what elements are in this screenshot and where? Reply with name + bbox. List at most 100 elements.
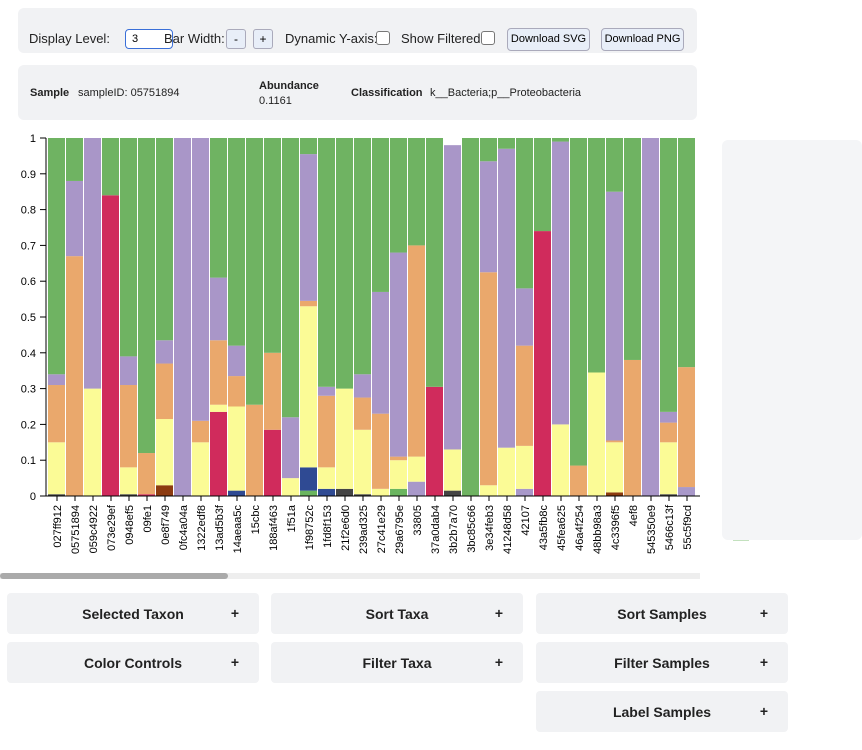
bar-segment[interactable] [678, 367, 695, 488]
button[interactable]: + [253, 29, 273, 49]
level-select[interactable]: 3 [125, 29, 173, 49]
bar-segment[interactable] [282, 138, 299, 418]
bar-segment[interactable] [264, 429, 281, 496]
bar-segment[interactable] [660, 494, 677, 496]
bar-segment[interactable] [498, 447, 515, 496]
bar-segment[interactable] [642, 138, 659, 496]
bar-segment[interactable] [192, 420, 209, 443]
bar-segment[interactable] [660, 422, 677, 443]
bar-segment[interactable] [156, 363, 173, 420]
bar-segment[interactable] [300, 138, 317, 155]
bar-segment[interactable] [372, 291, 389, 414]
bar-segment[interactable] [516, 288, 533, 346]
bar-segment[interactable] [678, 487, 695, 496]
bar-segment[interactable] [516, 345, 533, 446]
bar-segment[interactable] [210, 138, 227, 278]
bar-segment[interactable] [354, 494, 371, 496]
bar-segment[interactable] [336, 138, 353, 389]
bar-segment[interactable] [426, 386, 443, 496]
bar-segment[interactable] [228, 490, 245, 496]
bar-segment[interactable] [498, 138, 515, 149]
bar-segment[interactable] [480, 272, 497, 486]
bar-segment[interactable] [660, 411, 677, 423]
bar-segment[interactable] [102, 195, 119, 496]
bar-segment[interactable] [318, 395, 335, 468]
bar-segment[interactable] [102, 138, 119, 196]
bar-segment[interactable] [174, 138, 191, 496]
bar-segment[interactable] [516, 445, 533, 489]
bar-segment[interactable] [534, 138, 551, 232]
accordion-panel[interactable]: Label Samples + [536, 691, 788, 732]
bar-segment[interactable] [120, 385, 137, 468]
bar-segment[interactable] [300, 490, 317, 496]
bar-segment[interactable] [156, 419, 173, 486]
bar-segment[interactable] [390, 488, 407, 496]
bar-segment[interactable] [516, 488, 533, 496]
bar-segment[interactable] [264, 138, 281, 353]
bar-segment[interactable] [426, 138, 443, 387]
accordion-panel[interactable]: Sort Taxa + [271, 593, 523, 634]
bar-segment[interactable] [606, 492, 623, 496]
bar-segment[interactable] [390, 456, 407, 461]
bar-segment[interactable] [138, 494, 155, 496]
bar-segment[interactable] [282, 417, 299, 479]
button[interactable]: - [226, 29, 246, 49]
bar-segment[interactable] [66, 138, 83, 181]
bar-segment[interactable] [606, 138, 623, 192]
bar-segment[interactable] [408, 245, 425, 457]
bar-segment[interactable] [318, 386, 335, 396]
bar-segment[interactable] [624, 359, 641, 496]
bar-segment[interactable] [588, 372, 605, 496]
bar-segment[interactable] [48, 494, 65, 496]
bar-segment[interactable] [372, 488, 389, 496]
bar-segment[interactable] [570, 465, 587, 496]
accordion-panel[interactable]: Selected Taxon + [7, 593, 259, 634]
bar-segment[interactable] [408, 138, 425, 246]
bar-segment[interactable] [48, 385, 65, 443]
bar-segment[interactable] [120, 356, 137, 386]
accordion-panel[interactable]: Filter Taxa + [271, 642, 523, 683]
bar-segment[interactable] [264, 352, 281, 430]
bar-segment[interactable] [120, 494, 137, 496]
bar-segment[interactable] [66, 180, 83, 257]
bar-segment[interactable] [372, 138, 389, 292]
bar-segment[interactable] [588, 138, 605, 373]
bar-segment[interactable] [390, 138, 407, 253]
bar-segment[interactable] [246, 138, 263, 405]
scroll-thumb[interactable] [0, 573, 228, 579]
bar-segment[interactable] [138, 138, 155, 454]
bar-segment[interactable] [156, 485, 173, 496]
bar-segment[interactable] [552, 424, 569, 496]
bar-segment[interactable] [120, 467, 137, 495]
bar-segment[interactable] [318, 138, 335, 387]
checkbox[interactable] [481, 31, 495, 45]
bar-segment[interactable] [156, 138, 173, 341]
bar-segment[interactable] [354, 429, 371, 495]
bar-segment[interactable] [660, 442, 677, 495]
bar-segment[interactable] [624, 138, 641, 360]
bar-segment[interactable] [444, 490, 461, 496]
bar-segment[interactable] [354, 138, 371, 375]
bar-segment[interactable] [300, 467, 317, 491]
bar-segment[interactable] [534, 231, 551, 496]
bar-segment[interactable] [606, 191, 623, 441]
bar-segment[interactable] [228, 345, 245, 377]
bar-segment[interactable] [282, 478, 299, 496]
bar-segment[interactable] [444, 145, 461, 450]
bar-segment[interactable] [390, 252, 407, 457]
bar-segment[interactable] [552, 138, 569, 142]
bar-segment[interactable] [444, 449, 461, 491]
bar-segment[interactable] [300, 300, 317, 307]
bar-segment[interactable] [318, 467, 335, 489]
bar-segment[interactable] [210, 411, 227, 496]
bar-segment[interactable] [678, 138, 695, 368]
bar-segment[interactable] [120, 138, 137, 357]
bar-segment[interactable] [228, 406, 245, 491]
bar-segment[interactable] [318, 488, 335, 496]
bar-segment[interactable] [480, 138, 497, 162]
bar-segment[interactable] [552, 141, 569, 425]
bar-segment[interactable] [570, 138, 587, 466]
button[interactable]: Download PNG [601, 28, 684, 51]
bar-segment[interactable] [354, 374, 371, 398]
bar-segment[interactable] [336, 388, 353, 489]
